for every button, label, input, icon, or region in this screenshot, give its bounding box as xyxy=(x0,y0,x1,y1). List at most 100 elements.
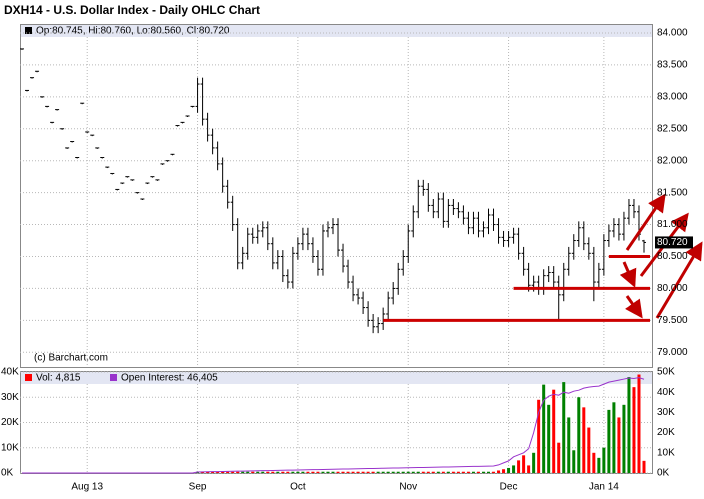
volume-bar xyxy=(487,471,490,473)
volume-bar xyxy=(542,384,546,473)
volume-bar xyxy=(331,471,335,473)
volume-bar xyxy=(276,471,280,473)
volume-bar xyxy=(552,389,556,473)
volume-bar xyxy=(562,382,566,473)
y-tick-label: 84.000 xyxy=(657,28,688,39)
volume-bar xyxy=(517,460,521,473)
volume-bar xyxy=(466,471,470,473)
y2-tick-label: 0K xyxy=(657,468,670,479)
volume-bar xyxy=(271,471,275,473)
y-tick-label: 83.500 xyxy=(657,60,688,71)
volume-bar xyxy=(597,457,601,473)
volume-bar xyxy=(502,469,506,473)
volume-bar xyxy=(341,471,345,473)
volume-bar xyxy=(376,471,380,473)
volume-bar xyxy=(266,471,270,473)
volume-bar xyxy=(527,465,531,473)
volume-bar xyxy=(281,471,285,473)
volume-bar xyxy=(246,471,250,473)
x-tick-label: Sep xyxy=(189,482,207,493)
x-tick-label: Dec xyxy=(500,482,518,493)
volume-bar xyxy=(582,407,586,473)
volume-bar xyxy=(522,455,526,473)
price-panel xyxy=(20,24,653,368)
volume-bar xyxy=(431,471,435,473)
volume-bar xyxy=(587,427,591,473)
volume-bar xyxy=(492,471,496,473)
volume-bar xyxy=(311,471,315,473)
volume-bar xyxy=(256,471,260,473)
volume-bar xyxy=(221,471,225,473)
y-tick-label: 10K xyxy=(1,442,19,453)
copyright: (c) Barchart.com xyxy=(34,353,108,364)
volume-bar xyxy=(321,471,325,473)
y2-tick-label: 30K xyxy=(657,407,675,418)
volume-bar xyxy=(336,471,340,473)
y-tick-label: 30K xyxy=(1,392,19,403)
volume-bar xyxy=(446,471,450,473)
legend-swatch xyxy=(25,27,32,34)
arrow xyxy=(619,261,637,288)
volume-bar xyxy=(577,397,581,473)
volume-bar xyxy=(371,471,375,473)
volume-bar xyxy=(286,471,290,473)
y-tick-label: 81.000 xyxy=(657,219,688,230)
volume-bar xyxy=(216,471,220,473)
volume-bar xyxy=(361,471,365,473)
volume-bar xyxy=(471,471,475,473)
volume-bar xyxy=(211,471,215,473)
volume-bar xyxy=(632,387,636,473)
y-tick-label: 0K xyxy=(1,468,14,479)
x-tick-label: Aug 13 xyxy=(71,482,103,493)
volume-bar xyxy=(627,377,631,473)
volume-bar xyxy=(512,465,516,473)
last-price-tag xyxy=(655,236,693,249)
volume-bar xyxy=(301,471,305,473)
volume-bar xyxy=(421,471,425,473)
last-price-label: 80.720 xyxy=(657,237,688,248)
volume-bar xyxy=(296,471,300,473)
legend-swatch xyxy=(110,374,117,381)
x-tick-label: Jan 14 xyxy=(589,482,619,493)
volume-bar xyxy=(391,471,395,473)
volume-bar xyxy=(426,471,430,473)
volume-bar xyxy=(456,471,460,473)
volume-bar xyxy=(497,470,501,473)
volume-bar xyxy=(441,471,445,473)
x-tick-label: Nov xyxy=(399,482,417,493)
volume-bar xyxy=(291,471,295,473)
volume-bar xyxy=(406,471,410,473)
volume-bar xyxy=(436,471,440,473)
volume-bar xyxy=(451,471,455,473)
volume-legend-bar xyxy=(21,372,652,384)
y-tick-label: 79.000 xyxy=(657,347,688,358)
arrow xyxy=(625,193,666,251)
volume-bar xyxy=(251,471,255,473)
volume-bar xyxy=(351,471,355,473)
chart-title: DXH14 - U.S. Dollar Index - Daily OHLC C… xyxy=(4,3,260,17)
volume-bar xyxy=(416,471,420,473)
y-tick-label: 82.000 xyxy=(657,155,688,166)
volume-bar xyxy=(607,409,611,473)
volume-bar xyxy=(642,460,646,473)
volume-bar xyxy=(476,471,480,473)
y-tick-label: 82.500 xyxy=(657,123,688,134)
volume-bar xyxy=(537,399,541,473)
open-interest-line xyxy=(22,377,645,474)
y-tick-label: 81.500 xyxy=(657,187,688,198)
y2-tick-label: 50K xyxy=(657,367,675,378)
volume-bar xyxy=(306,471,310,473)
volume-bar xyxy=(261,471,265,473)
ohlc-legend: Op:80.745, Hi:80.760, Lo:80.560, Cl:80.7… xyxy=(36,26,230,37)
volume-bar xyxy=(206,471,210,473)
volume-bar xyxy=(507,467,511,473)
volume-bar xyxy=(381,471,385,473)
arrow xyxy=(655,241,703,319)
volume-bar xyxy=(386,471,390,473)
volume-bar xyxy=(231,471,235,473)
legend-swatch xyxy=(25,374,32,381)
y2-tick-label: 10K xyxy=(657,447,675,458)
volume-bar xyxy=(461,471,465,473)
volume-bar xyxy=(572,450,576,473)
